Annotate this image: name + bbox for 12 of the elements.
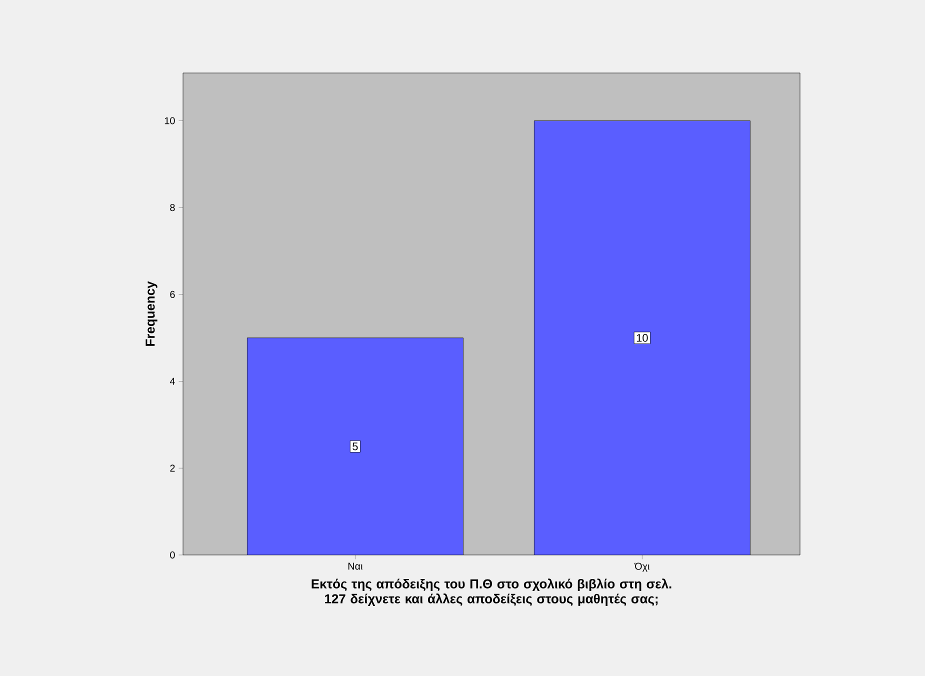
x-tick-label: Ναι [348, 562, 362, 570]
data-label: 10 [636, 334, 648, 342]
y-tick-label: 0 [170, 551, 175, 559]
y-tick-label: 4 [170, 378, 175, 385]
data-label: 5 [352, 442, 358, 450]
y-tick-label: 6 [170, 290, 175, 298]
y-tick-label: 10 [164, 117, 175, 124]
x-axis-title: Εκτός της απόδειξης του Π.Θ στο σχολικό βιβλίο στη σελ. 127 δείχνετε και άλλες αποδείξεις στους μαθητές σας; [312, 578, 672, 606]
x-tick-label: Όχι [634, 562, 650, 572]
y-tick-label: 8 [170, 204, 175, 212]
y-tick-label: 2 [170, 464, 175, 472]
y-axis-title: Frequency [146, 281, 158, 346]
